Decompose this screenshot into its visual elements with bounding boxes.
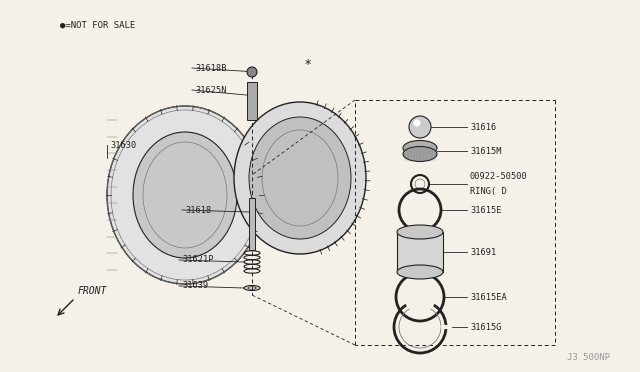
- Text: 31621P: 31621P: [182, 256, 214, 264]
- Ellipse shape: [397, 265, 443, 279]
- Text: 00922-50500: 00922-50500: [470, 172, 528, 181]
- Text: 31616: 31616: [470, 122, 496, 131]
- Circle shape: [247, 67, 257, 77]
- Ellipse shape: [107, 106, 263, 284]
- Text: 31639: 31639: [182, 282, 208, 291]
- Bar: [397, 232, 443, 272]
- Text: 31615EA: 31615EA: [470, 292, 507, 301]
- Ellipse shape: [234, 102, 366, 254]
- Text: 31618: 31618: [185, 205, 211, 215]
- Text: FRONT: FRONT: [78, 286, 108, 296]
- Text: 31615G: 31615G: [470, 323, 502, 331]
- Circle shape: [409, 116, 431, 138]
- Circle shape: [413, 119, 420, 126]
- Ellipse shape: [397, 225, 443, 239]
- Bar: [247, 82, 257, 120]
- Text: 31630: 31630: [110, 141, 136, 150]
- Ellipse shape: [403, 147, 437, 161]
- Text: 31615E: 31615E: [470, 205, 502, 215]
- Text: J3 500NP: J3 500NP: [567, 353, 610, 362]
- Bar: [249, 198, 255, 250]
- Ellipse shape: [248, 287, 256, 289]
- Text: 31618B: 31618B: [195, 64, 227, 73]
- Text: 31615M: 31615M: [470, 147, 502, 155]
- Text: RING( D: RING( D: [470, 187, 507, 196]
- Ellipse shape: [403, 141, 437, 155]
- Text: 31691: 31691: [470, 247, 496, 257]
- Ellipse shape: [133, 132, 237, 258]
- Ellipse shape: [244, 285, 260, 291]
- Ellipse shape: [406, 196, 434, 224]
- Text: *: *: [305, 58, 311, 71]
- Text: 31625N: 31625N: [195, 86, 227, 94]
- Ellipse shape: [249, 117, 351, 239]
- Text: ●=NOT FOR SALE: ●=NOT FOR SALE: [60, 21, 135, 30]
- Ellipse shape: [404, 281, 436, 313]
